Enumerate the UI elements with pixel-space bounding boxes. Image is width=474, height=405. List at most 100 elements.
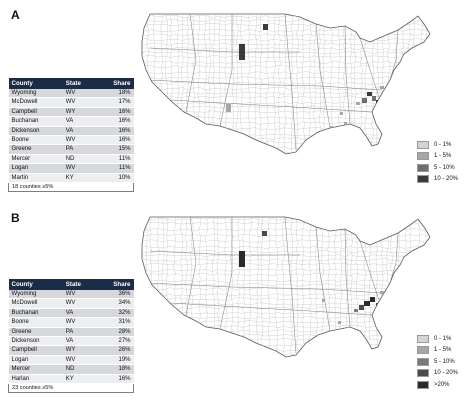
state-cell: WV [62,135,97,146]
legend-label: 10 - 20% [434,176,459,183]
legend-b: 0 - 1% 1 - 5% 5 - 10% 10 - 20% >20% [417,334,458,392]
legend-entry: 1 - 5% [417,152,458,161]
legend-swatch [417,175,429,184]
county-cell: Campbell [8,107,63,118]
state-cell: WV [62,163,97,174]
legend-swatch [417,346,429,355]
column-header-state: State [62,279,97,290]
table-header-row: County State Share [8,78,134,89]
table-row: Wyoming WV 18% [8,89,134,99]
state-cell: PA [62,327,97,338]
share-cell: 27% [96,336,134,347]
legend-label: 0 - 1% [434,141,452,148]
table-row: Logan WV 11% [8,163,134,174]
highlighted-county [370,297,375,302]
highlighted-county [226,104,231,112]
state-cell: WV [62,355,97,366]
table-row: Buchanan VA 32% [8,308,134,319]
county-cell: Logan [8,355,63,366]
share-cell: 19% [96,355,134,366]
highlighted-county [356,102,360,105]
share-cell: 34% [96,298,134,309]
highlighted-county [344,122,347,125]
county-cell: Wyoming [8,89,63,99]
table-row: Campbell WY 16% [8,107,134,118]
county-cell: Dickenson [8,336,63,347]
table-row: Harlan KY 16% [8,374,134,385]
share-cell: 16% [96,374,134,385]
legend-swatch [417,357,429,366]
us-outline [141,13,431,155]
highlighted-county [367,92,372,96]
legend-label: 1 - 5% [434,153,452,160]
state-cell: VA [62,308,97,319]
table-row: Martin KY 10% [8,173,134,184]
state-cell: KY [62,173,97,184]
highlighted-county [239,44,245,60]
legend-label: 1 - 5% [434,347,452,354]
legend-label: >20% [434,381,450,388]
county-cell: Dickenson [8,126,63,137]
legend-a: 0 - 1% 1 - 5% 5 - 10% 10 - 20% [417,140,458,186]
share-cell: 32% [96,308,134,319]
state-cell: WY [62,107,97,118]
state-cell: VA [62,336,97,347]
state-cell: ND [62,154,97,165]
legend-swatch [417,369,429,378]
table-footnote-a: 18 counties ≥5% [8,182,134,193]
legend-entry: 1 - 5% [417,346,458,355]
state-cell: ND [62,364,97,375]
county-cell: Martin [8,173,63,184]
share-cell: 18% [96,364,134,375]
panel-label-a: A [11,8,20,22]
legend-entry: >20% [417,380,458,389]
us-outline [141,216,431,358]
legend-swatch [417,380,429,389]
table-row: Wyoming WV 36% [8,290,134,300]
table-row: Campbell WY 26% [8,345,134,356]
county-cell: Boone [8,135,63,146]
table-row: McDowell WV 34% [8,298,134,309]
share-cell: 16% [96,116,134,127]
state-cell: VA [62,126,97,137]
share-cell: 17% [96,97,134,108]
table-body-b: Wyoming WV 36% McDowell WV 34% Buchanan VA 32% Bo… [8,290,134,385]
legend-entry: 0 - 1% [417,140,458,149]
county-cell: Boone [8,317,63,328]
legend-swatch [417,140,429,149]
top-counties-table-a: County State Share Wyoming WV 18% McDowell W… [8,78,134,193]
highlighted-county [338,321,341,324]
highlighted-county [354,309,358,312]
legend-entry: 10 - 20% [417,175,458,184]
state-cell: WV [62,290,97,300]
county-cell: Greene [8,144,63,155]
highlighted-county [395,283,398,286]
top-counties-table-b: County State Share Wyoming WV 36% McDowell W… [8,279,134,394]
share-cell: 28% [96,327,134,338]
legend-label: 5 - 10% [434,164,455,171]
county-cell: Buchanan [8,116,63,127]
share-cell: 11% [96,154,134,165]
table-row: Dickenson VA 16% [8,126,134,137]
county-cell: Greene [8,327,63,338]
state-cell: WV [62,317,97,328]
county-cell: McDowell [8,298,63,309]
highlighted-county [330,126,333,128]
highlighted-county [262,231,267,236]
highlighted-county [401,277,405,280]
legend-swatch [417,334,429,343]
county-cell: Logan [8,163,63,174]
highlighted-county [396,76,399,79]
share-cell: 16% [96,107,134,118]
state-cell: VA [62,116,97,127]
table-row: Boone WV 31% [8,317,134,328]
legend-label: 0 - 1% [434,335,452,342]
legend-entry: 5 - 10% [417,163,458,172]
state-cell: WV [62,97,97,108]
share-cell: 26% [96,345,134,356]
panel-b: B County State Share Wyoming WV 36% McDowel… [0,203,474,405]
share-cell: 16% [96,135,134,146]
highlighted-county [263,24,268,30]
table-row: Mercer ND 18% [8,364,134,375]
column-header-share: Share [96,279,134,290]
